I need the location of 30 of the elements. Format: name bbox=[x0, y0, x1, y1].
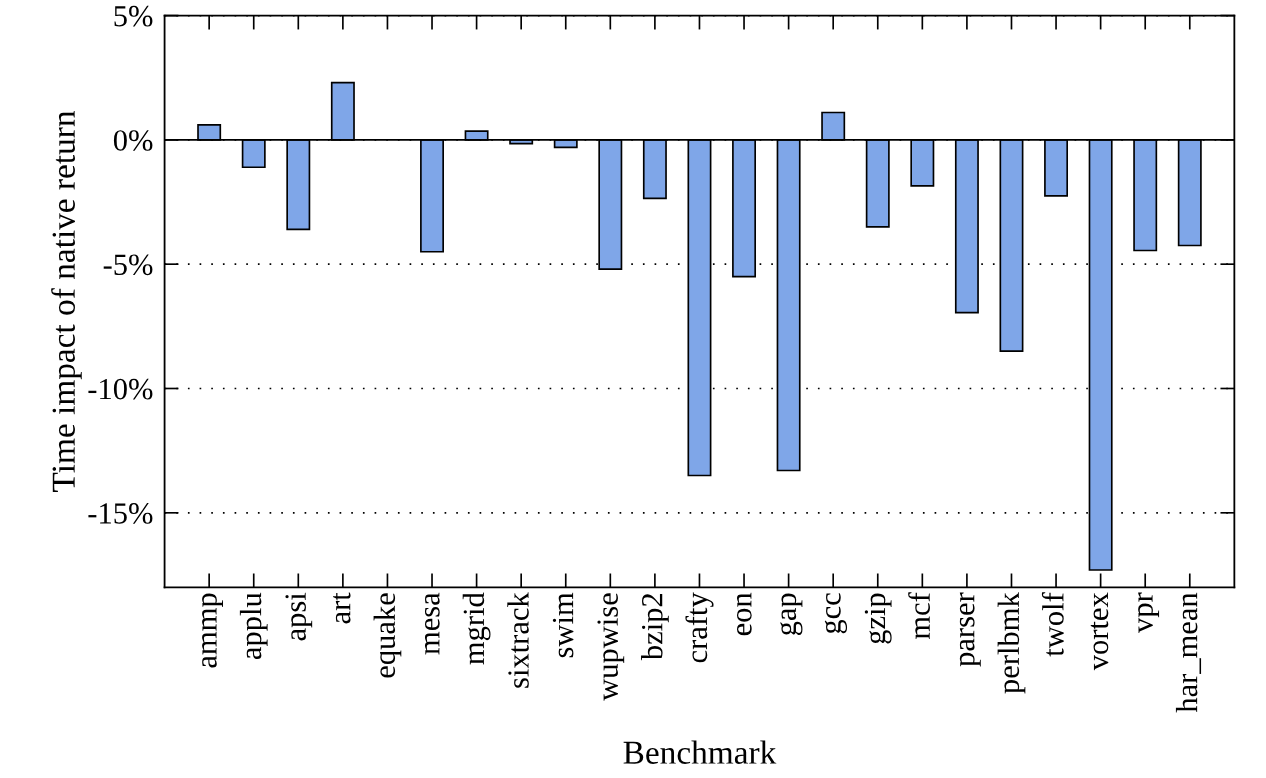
x-tick-label: vortex bbox=[1090, 592, 1109, 671]
x-tick-label: sixtrack bbox=[507, 592, 529, 688]
y-tick-label: -10% bbox=[88, 378, 153, 400]
x-tick-label: equake bbox=[373, 593, 402, 678]
x-tick-label: mgrid bbox=[462, 592, 491, 665]
y-tick-label: 0% bbox=[113, 130, 153, 151]
y-tick-label: -5% bbox=[103, 254, 153, 276]
x-tick-label: eon bbox=[736, 592, 752, 636]
x-tick-label: gcc bbox=[824, 593, 848, 634]
x-tick-label: vpr bbox=[1138, 592, 1160, 633]
x-tick-label: ammp bbox=[202, 593, 224, 668]
x-tick-label: parser bbox=[959, 592, 981, 667]
y-axis-title: Time impact of native return bbox=[51, 110, 82, 492]
x-tick-label: art bbox=[333, 592, 351, 624]
x-tick-label: swim bbox=[552, 592, 574, 658]
x-tick-label: bzip2 bbox=[641, 593, 669, 661]
x-tick-label: twolf bbox=[1041, 592, 1064, 657]
x-tick-label: mesa bbox=[424, 592, 440, 655]
x-tick-label: wupwise bbox=[597, 593, 625, 701]
x-tick-label: gzip bbox=[864, 593, 892, 644]
y-tick-label: -15% bbox=[88, 503, 153, 524]
x-tick-label: crafty bbox=[685, 592, 714, 663]
x-tick-label: applu bbox=[239, 592, 268, 660]
x-axis-title: Benchmark bbox=[623, 740, 777, 764]
x-tick-label: perlbmk bbox=[997, 592, 1026, 694]
x-tick-label: gap bbox=[780, 593, 803, 636]
y-tick-label: 5% bbox=[114, 5, 153, 27]
x-tick-label: har_mean bbox=[1175, 592, 1202, 713]
x-tick-label: apsi bbox=[285, 592, 313, 641]
x-tick-label: mcf bbox=[908, 592, 930, 640]
